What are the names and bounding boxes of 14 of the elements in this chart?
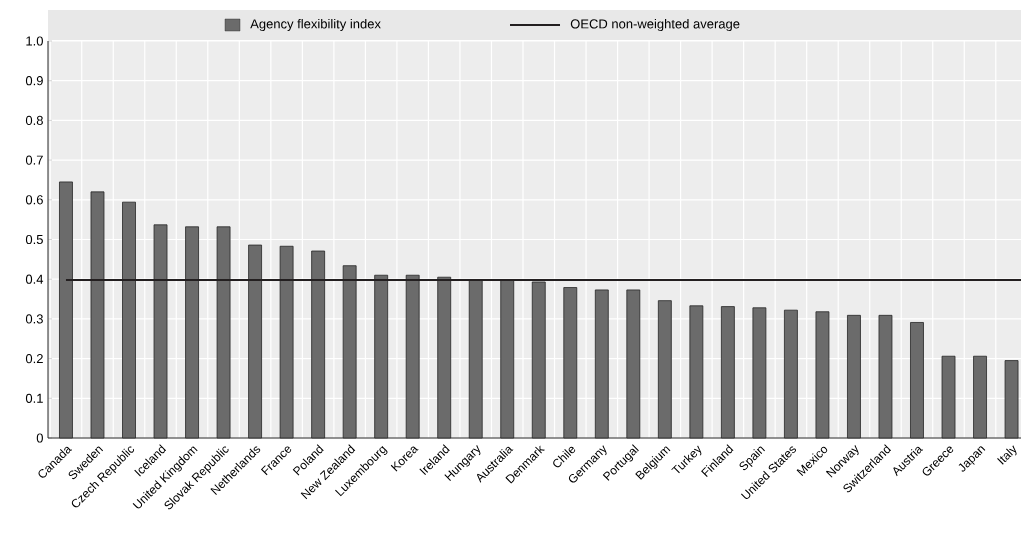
- y-tick-label: 1.0: [26, 36, 43, 46]
- y-tick-label: 0.6: [25, 195, 43, 205]
- y-tick-label: 0: [36, 433, 43, 443]
- y-tick-label: 0.1: [25, 393, 43, 403]
- y-tick-label: 0.3: [25, 314, 43, 324]
- legend-label: OECD non-weighted average: [570, 18, 740, 32]
- x-tick-label: Italy: [997, 445, 1017, 465]
- y-tick-label: 0.2: [25, 354, 43, 364]
- y-tick-label: 0.8: [25, 115, 43, 125]
- y-tick-label: 0.9: [25, 76, 43, 86]
- y-tick-label: 0.7: [25, 155, 43, 165]
- legend-label: Agency flexibility index: [250, 18, 381, 32]
- y-tick-label: 0.5: [25, 234, 43, 245]
- y-tick-label: 0.4: [25, 274, 44, 284]
